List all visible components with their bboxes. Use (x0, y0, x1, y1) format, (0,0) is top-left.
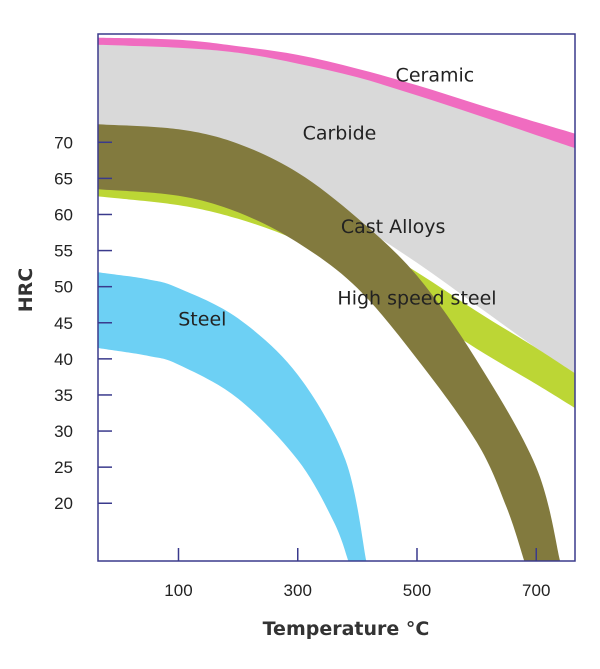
x-tick-label-100: 100 (164, 581, 192, 600)
bands-layer (98, 37, 575, 561)
y-tick-label-45: 45 (54, 314, 73, 333)
x-axis-title: Temperature °C (263, 618, 430, 640)
band-cast-alloys (98, 171, 575, 408)
y-axis-title: HRC (15, 268, 37, 312)
y-tick-label-25: 25 (54, 458, 73, 477)
band-label-high-speed-steel: High speed steel (337, 288, 496, 310)
x-tick-label-700: 700 (522, 581, 550, 600)
band-high-speed-steel (98, 124, 561, 561)
band-label-carbide: Carbide (303, 122, 377, 144)
band-steel (98, 272, 367, 561)
y-tick-label-20: 20 (54, 494, 73, 513)
y-tick-label-60: 60 (54, 205, 73, 224)
y-tick-label-40: 40 (54, 350, 73, 369)
y-tick-label-30: 30 (54, 422, 73, 441)
ticks-layer: 20 25 30 35 40 45 50 55 60 65 70 100 300 500 700 (54, 133, 550, 600)
band-label-ceramic: Ceramic (396, 65, 475, 87)
band-label-steel: Steel (178, 309, 226, 331)
x-tick-label-300: 300 (284, 581, 312, 600)
y-tick-label-35: 35 (54, 386, 73, 405)
band-label-cast-alloys: Cast Alloys (341, 216, 446, 238)
y-tick-label-55: 55 (54, 242, 73, 261)
y-tick-label-50: 50 (54, 278, 73, 297)
band-labels-layer: Ceramic Carbide Cast Alloys High speed stee… (178, 65, 496, 331)
y-tick-label-70: 70 (54, 133, 73, 152)
plot-frame (97, 33, 576, 562)
x-tick-label-500: 500 (403, 581, 431, 600)
y-tick-label-65: 65 (54, 169, 73, 188)
